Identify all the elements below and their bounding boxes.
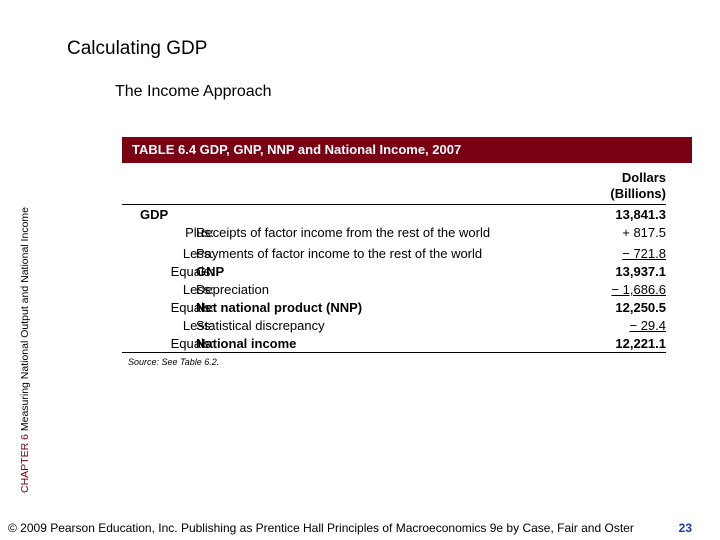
copyright-footer: © 2009 Pearson Education, Inc. Publishin… (8, 521, 634, 535)
row-value: 13,841.3 (615, 207, 666, 222)
row-value: − 29.4 (629, 318, 666, 333)
table-row-nnp: Equals: Net national product (NNP) 12,25… (122, 299, 666, 317)
chapter-title: Measuring National Output and National I… (19, 207, 31, 432)
table-row-receipts: Plus: Receipts of factor income from the… (122, 224, 666, 242)
row-value: 13,937.1 (615, 264, 666, 279)
table-row-discrepancy: Less: Statistical discrepancy − 29.4 (122, 317, 666, 335)
slide-title: Calculating GDP (67, 38, 208, 59)
row-desc: Net national product (NNP) (196, 300, 363, 315)
row-desc: Payments of factor income to the rest of… (196, 246, 483, 261)
row-value: + 817.5 (622, 225, 666, 240)
table-header: TABLE 6.4 GDP, GNP, NNP and National Inc… (122, 137, 692, 163)
table-row-gdp: GDP 13,841.3 (122, 206, 666, 224)
table-row-gnp: Equals: GNP 13,937.1 (122, 263, 666, 281)
row-desc: Receipts of factor income from the rest … (196, 225, 491, 240)
table-source-note: Source: See Table 6.2. (128, 357, 220, 367)
row-desc: Statistical discrepancy (196, 318, 325, 333)
row-desc: Depreciation (196, 282, 269, 297)
column-header-line1: Dollars (621, 170, 666, 185)
row-label: Equals: (170, 264, 214, 279)
row-label: Equals: (170, 336, 214, 351)
row-value: 12,250.5 (615, 300, 666, 315)
row-label: Plus: (185, 225, 214, 240)
row-label: Less: (182, 282, 214, 297)
row-label: Less: (182, 246, 214, 261)
row-label: Equals: (170, 300, 214, 315)
table-row-national-income: Equals: National income 12,221.1 (122, 335, 666, 353)
row-desc: National income (196, 336, 297, 351)
table-bottom-rule (122, 352, 666, 353)
chapter-side-label: CHAPTER 6 Measuring National Output and … (19, 207, 31, 493)
column-header-line2: (Billions) (610, 186, 666, 201)
slide-subtitle: The Income Approach (115, 83, 272, 100)
row-desc: GDP (140, 207, 169, 222)
row-value: − 1,686.6 (611, 282, 666, 297)
row-value: − 721.8 (622, 246, 666, 261)
table-row-payments: Less: Payments of factor income to the r… (122, 245, 666, 263)
row-value: 12,221.1 (615, 336, 666, 351)
chapter-number: CHAPTER 6 (19, 434, 31, 493)
row-label: Less: (182, 318, 214, 333)
column-header: Dollars (Billions) (576, 170, 666, 202)
table-row-depreciation: Less: Depreciation − 1,686.6 (122, 281, 666, 299)
table-top-rule (122, 204, 666, 205)
row-desc: GNP (196, 264, 225, 279)
page-number: 23 (678, 521, 692, 535)
